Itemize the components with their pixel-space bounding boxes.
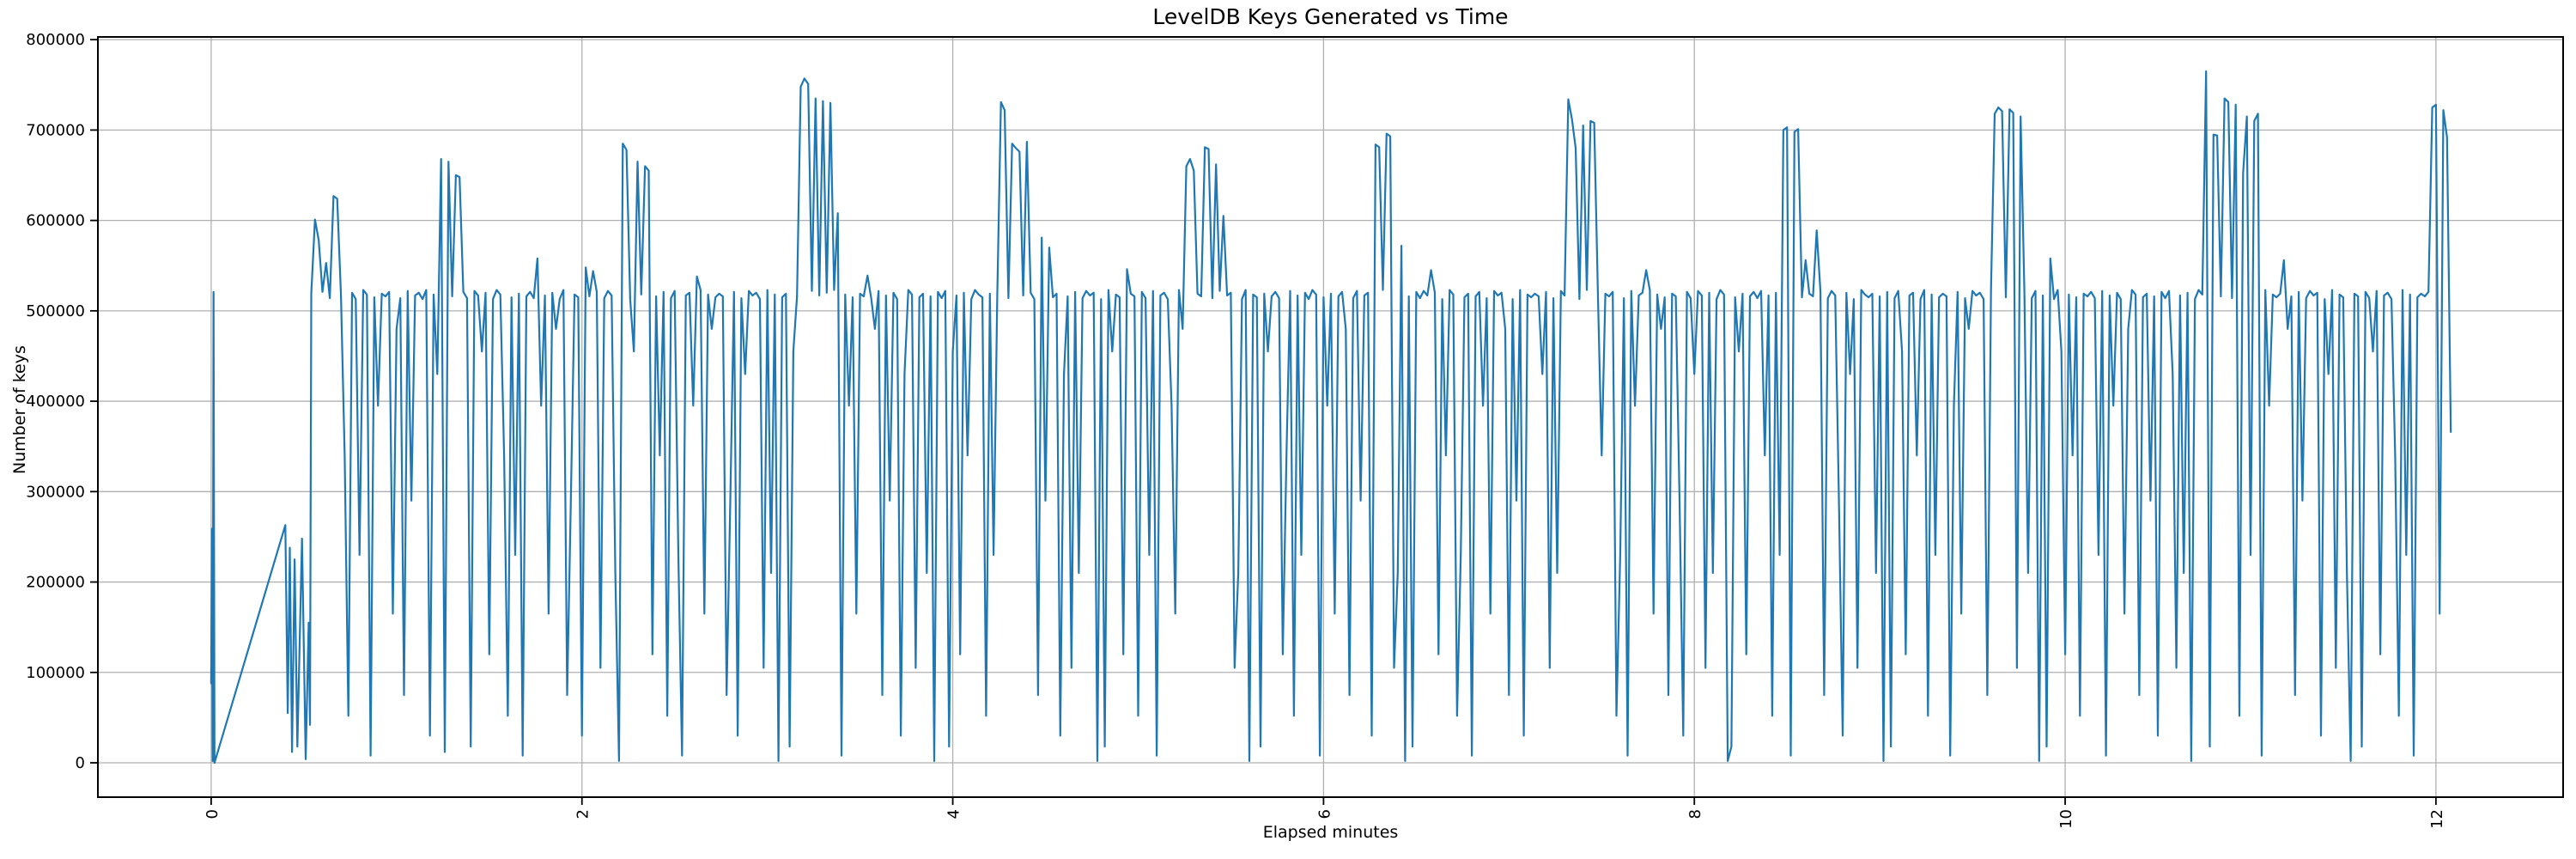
svg-text:200000: 200000	[26, 574, 85, 592]
svg-text:500000: 500000	[26, 302, 85, 320]
svg-text:600000: 600000	[26, 212, 85, 230]
svg-text:4: 4	[945, 809, 963, 819]
y-axis-ticks: 0 100000 200000 300000 400000 500000 600000 700…	[26, 31, 98, 772]
svg-text:12: 12	[2428, 809, 2446, 829]
svg-text:700000: 700000	[26, 121, 85, 139]
y-axis-label: Number of keys	[10, 345, 29, 474]
chart-title: LevelDB Keys Generated vs Time	[1152, 4, 1509, 29]
x-axis-ticks: 0 2 4 6 8 10 12	[204, 797, 2446, 829]
data-line-series	[210, 70, 2452, 765]
x-axis-label: Elapsed minutes	[1262, 823, 1399, 842]
svg-text:800000: 800000	[26, 31, 85, 49]
svg-text:400000: 400000	[26, 393, 85, 411]
axes-spines	[97, 36, 2564, 798]
svg-text:300000: 300000	[26, 483, 85, 501]
svg-text:2: 2	[574, 809, 592, 819]
svg-text:100000: 100000	[26, 664, 85, 682]
svg-text:0: 0	[76, 754, 85, 772]
svg-text:8: 8	[1686, 809, 1704, 819]
svg-text:10: 10	[2057, 809, 2075, 829]
svg-text:6: 6	[1315, 809, 1334, 819]
svg-text:0: 0	[204, 809, 222, 819]
